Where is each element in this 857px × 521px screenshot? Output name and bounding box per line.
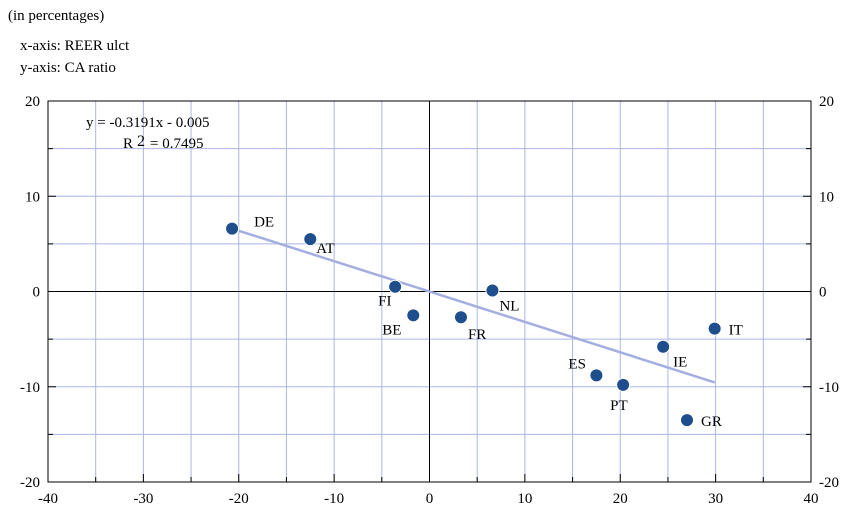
data-point-nl [485,283,500,298]
data-point-fr [453,310,468,325]
data-point-fi [388,279,403,294]
y-axis-description: y-axis: CA ratio [20,60,116,76]
y-tick-label-right: 10 [819,189,834,205]
point-label-pt: PT [610,398,628,414]
point-label-nl: NL [499,299,519,315]
data-point-it [707,321,722,336]
data-point-es [589,368,604,383]
data-point-be [406,308,421,323]
y-tick-label-left: 0 [33,285,41,301]
x-tick-label: -40 [38,491,58,507]
point-label-at: AT [316,241,334,257]
tick-labels: -40 -30 -20 -10 0 10 20 30 40-20 -20-10 -100 010 102… [20,94,839,507]
data-point-ie [656,339,671,354]
y-tick-label-right: -10 [819,380,839,396]
x-axis-description: x-axis: REER ulct [20,38,130,54]
regression-equation: y = -0.3191x - 0.005 R 2 = 0.7495 [86,115,209,152]
point-label-be: BE [382,322,401,338]
x-tick-label: 20 [613,491,628,507]
point-label-es: ES [568,356,586,372]
x-tick-label: 0 [426,491,434,507]
data-point-gr [680,413,695,428]
x-tick-label: 10 [517,491,532,507]
y-tick-label-left: -20 [20,475,40,491]
y-tick-label-right: -20 [819,475,839,491]
trendline-group [231,227,716,384]
y-tick-label-left: -10 [20,380,40,396]
equation-text: y = -0.3191x - 0.005 [86,115,209,131]
point-label-it: IT [729,323,743,339]
x-tick-label: -10 [324,491,344,507]
x-tick-label: 30 [708,491,723,507]
x-tick-label: -20 [229,491,249,507]
x-tick-label: 40 [804,491,819,507]
data-points: DE AT FI BE FR NL ES PT IE IT GR [225,215,743,430]
x-tick-label: -30 [133,491,153,507]
r-squared-value: = 0.7495 [150,136,203,152]
chart-subtitle: (in percentages) [8,8,105,24]
r-squared-superscript: 2 [137,133,145,150]
point-label-de: DE [254,215,274,231]
data-point-at [303,232,318,247]
tick-marks [47,100,812,483]
data-point-pt [616,377,631,392]
point-label-fr: FR [468,327,486,343]
y-tick-label-left: 20 [25,94,40,110]
y-tick-label-left: 10 [25,189,40,205]
r-squared-prefix: R [123,136,133,152]
y-tick-label-right: 0 [819,285,827,301]
y-tick-label-right: 20 [819,94,834,110]
trendline [231,227,716,384]
data-point-de [225,221,240,236]
point-label-fi: FI [378,294,391,310]
point-label-gr: GR [701,414,722,430]
point-label-ie: IE [673,355,687,371]
